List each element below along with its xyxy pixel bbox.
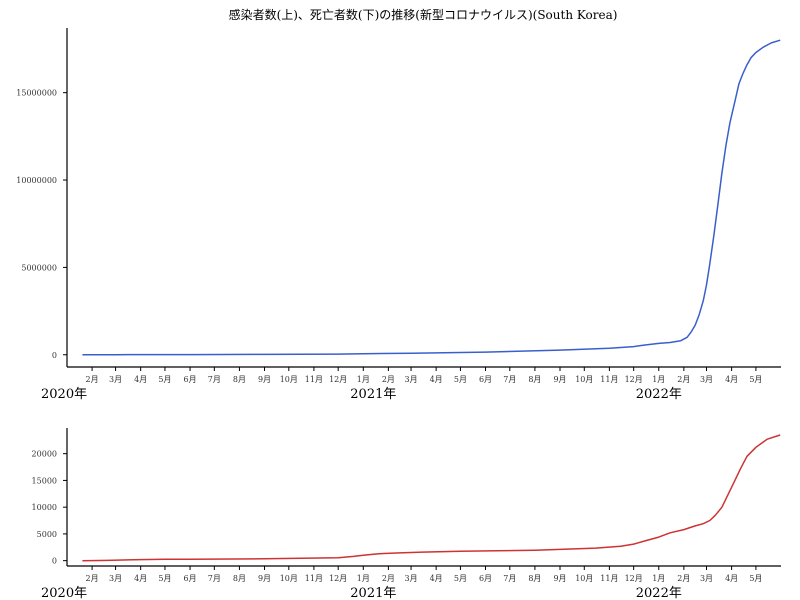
x-month-label: 1月 bbox=[652, 375, 665, 384]
x-month-label: 2月 bbox=[677, 375, 690, 384]
x-month-label: 2月 bbox=[677, 574, 690, 583]
x-month-label: 6月 bbox=[184, 375, 197, 384]
chart-title: 感染者数(上)、死亡者数(下)の推移(新型コロナウイルス)(South Kore… bbox=[229, 7, 618, 22]
x-month-label: 4月 bbox=[134, 375, 147, 384]
x-month-label: 9月 bbox=[553, 375, 566, 384]
x-month-label: 5月 bbox=[749, 375, 762, 384]
y-tick-label: 15000000 bbox=[16, 89, 57, 98]
x-month-label: 3月 bbox=[405, 375, 418, 384]
x-month-label: 8月 bbox=[528, 574, 541, 583]
x-month-label: 7月 bbox=[503, 375, 516, 384]
x-year-label: 2021年 bbox=[350, 586, 396, 600]
series-line-2 bbox=[82, 434, 781, 562]
series-line-1 bbox=[82, 39, 781, 356]
x-month-label: 8月 bbox=[528, 375, 541, 384]
x-month-label: 7月 bbox=[208, 375, 221, 384]
x-month-label: 9月 bbox=[258, 375, 271, 384]
x-month-label: 10月 bbox=[575, 574, 593, 583]
x-month-label: 5月 bbox=[454, 375, 467, 384]
x-month-label: 7月 bbox=[208, 574, 221, 583]
y-tick-label: 5000000 bbox=[21, 263, 57, 272]
x-month-label: 5月 bbox=[158, 574, 171, 583]
y-tick-label: 0 bbox=[52, 351, 57, 360]
x-month-label: 4月 bbox=[430, 574, 443, 583]
x-month-label: 6月 bbox=[184, 574, 197, 583]
x-year-label: 2020年 bbox=[41, 586, 87, 600]
x-month-label: 9月 bbox=[553, 574, 566, 583]
x-month-label: 12月 bbox=[329, 375, 347, 384]
x-year-label: 2022年 bbox=[636, 586, 682, 600]
x-month-label: 3月 bbox=[109, 574, 122, 583]
x-month-label: 5月 bbox=[158, 375, 171, 384]
x-month-label: 8月 bbox=[233, 574, 246, 583]
x-month-label: 11月 bbox=[305, 375, 323, 384]
x-month-label: 2月 bbox=[86, 574, 99, 583]
x-month-label: 3月 bbox=[700, 375, 713, 384]
x-month-label: 11月 bbox=[600, 574, 618, 583]
x-month-label: 3月 bbox=[405, 574, 418, 583]
x-month-label: 5月 bbox=[454, 574, 467, 583]
x-month-label: 12月 bbox=[625, 574, 643, 583]
x-month-label: 12月 bbox=[625, 375, 643, 384]
chart-panel-1: 0 5000000 10000000 15000000 2月 3月 4月 5月 6月 7月 8月 9月… bbox=[16, 28, 781, 402]
x-month-label: 11月 bbox=[600, 375, 618, 384]
y-tick-label: 10000000 bbox=[16, 176, 57, 185]
y-tick-label: 15000 bbox=[32, 476, 57, 485]
chart-panel-2: 0 5000 10000 15000 20000 2月 3月 4月 5月 6月 7月 8月 9月 10月 1… bbox=[32, 428, 781, 600]
y-tick-label: 20000 bbox=[32, 450, 57, 459]
x-month-label: 4月 bbox=[134, 574, 147, 583]
x-month-label: 10月 bbox=[280, 574, 298, 583]
y-tick-label: 5000 bbox=[37, 530, 57, 539]
x-month-label: 3月 bbox=[109, 375, 122, 384]
x-month-label: 12月 bbox=[329, 574, 347, 583]
x-year-label: 2020年 bbox=[41, 387, 87, 402]
x-month-label: 10月 bbox=[280, 375, 298, 384]
y-tick-label: 10000 bbox=[32, 503, 57, 512]
x-month-label: 5月 bbox=[749, 574, 762, 583]
x-month-label: 1月 bbox=[357, 375, 370, 384]
x-month-label: 1月 bbox=[652, 574, 665, 583]
x-month-label: 7月 bbox=[503, 574, 516, 583]
y-tick-label: 0 bbox=[52, 557, 57, 566]
x-month-label: 4月 bbox=[725, 574, 738, 583]
x-month-label: 2月 bbox=[382, 574, 395, 583]
x-month-label: 6月 bbox=[479, 375, 492, 384]
x-month-label: 2月 bbox=[86, 375, 99, 384]
x-year-label: 2021年 bbox=[350, 387, 396, 402]
x-month-label: 2月 bbox=[382, 375, 395, 384]
x-month-label: 9月 bbox=[258, 574, 271, 583]
x-month-label: 10月 bbox=[575, 375, 593, 384]
x-month-label: 4月 bbox=[725, 375, 738, 384]
x-year-label: 2022年 bbox=[636, 387, 682, 402]
x-month-label: 4月 bbox=[430, 375, 443, 384]
x-month-label: 3月 bbox=[700, 574, 713, 583]
x-month-label: 11月 bbox=[305, 574, 323, 583]
x-month-label: 6月 bbox=[479, 574, 492, 583]
x-month-label: 1月 bbox=[357, 574, 370, 583]
x-month-label: 8月 bbox=[233, 375, 246, 384]
